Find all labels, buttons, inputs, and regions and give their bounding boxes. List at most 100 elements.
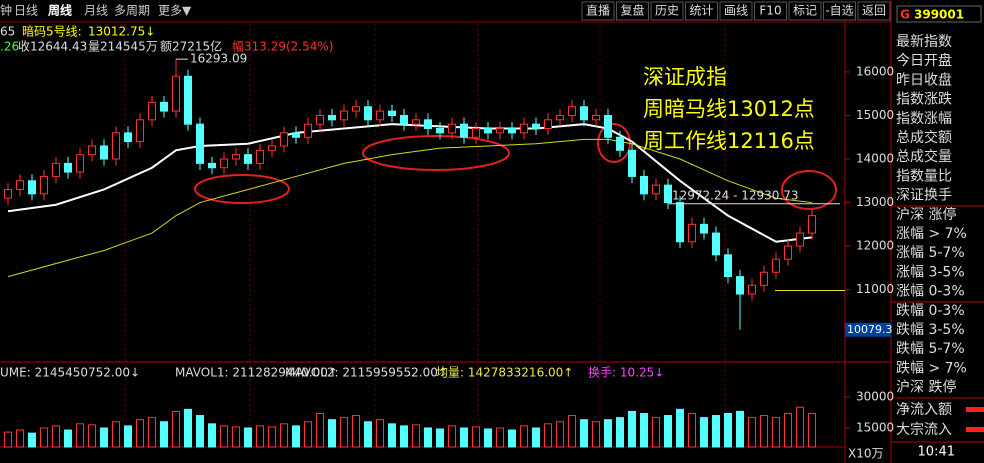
volume-bar [496,427,504,448]
period-tab[interactable]: 更多▼ [158,4,192,18]
toolbar-button[interactable]: 标记 [793,4,817,18]
indicator-value: 13012.75↓ [88,25,155,39]
candle-body [532,123,540,130]
volume-bar [628,410,636,448]
sidebar-item: 涨幅 3-5% [896,264,965,280]
sidebar-item: 指数量比 [896,168,952,184]
candle-body [244,154,252,164]
volume-bar [16,429,24,448]
sidebar-item: 涨幅 > 7% [896,226,967,242]
candle-body [28,180,36,195]
volume-bar [616,417,624,448]
toolbar-button-frame [823,1,856,21]
y-tick-label: 30000 [856,389,894,403]
sidebar-item: 跌幅 > 7% [896,360,967,376]
candle-body [604,114,612,138]
volume-bar [748,417,756,448]
volume-bar [232,426,240,448]
volume-bar [472,426,480,448]
volume-header: UME: 2145450752.00↓ [0,366,140,380]
candle-body [700,223,708,234]
unit-label: X10万 [848,447,884,461]
toolbar-button[interactable]: F10 [759,4,781,18]
candle-body [712,232,720,256]
volume-bar [760,415,768,448]
candle-body [556,114,564,121]
candle-body [448,123,456,134]
volume-bar [184,408,192,448]
callout-text: 深证成指 [643,65,727,89]
volume-bar [532,427,540,448]
y-tick-label: 11000 [856,282,894,296]
volume-bar [76,423,84,448]
candle-body [628,149,636,177]
candle-body [496,128,504,134]
candle-body [364,106,372,121]
period-tab[interactable]: 日线 [14,4,38,18]
sidebar-item: 涨幅 5-7% [896,245,965,261]
candle-body [472,128,480,138]
candle-body [4,189,12,199]
volume-bar [688,412,696,448]
y-tick-label: 15000 [856,108,894,122]
toolbar-button[interactable]: 统计 [689,4,713,18]
candle-body [16,180,24,191]
toolbar-button[interactable]: 画线 [724,4,748,18]
period-tab[interactable]: 月线 [84,4,108,18]
toolbar-button[interactable]: 复盘 [620,3,644,18]
candle-body [412,119,420,125]
period-tab[interactable]: 钟 [0,3,12,18]
candle-body [256,149,264,164]
toolbar-button-frame [650,1,684,21]
volume-bar [256,425,264,448]
candle-body [160,101,168,112]
volume-bar [100,427,108,448]
sidebar-item: 沪深 涨停 [896,206,956,223]
indicator-name: 暗码5号线: [22,24,82,39]
candle-body [724,254,732,278]
candle-body [808,215,816,234]
sidebar-item: 今日开盘 [896,52,952,69]
period-tab[interactable]: 周线 [48,3,72,18]
period-tab[interactable]: 多周期 [114,4,150,18]
moving-average [7,138,813,278]
volume-bar [652,417,660,448]
stock-code: 399001 [914,8,964,22]
volume-bar [520,425,528,448]
sidebar-item: 指数涨幅 [896,111,952,127]
candle-body [484,128,492,134]
volume-bar [292,425,300,448]
candle-body [760,271,768,286]
candle-body [316,114,324,125]
candle-body [76,154,84,173]
high-label: 16293.09 [190,52,247,66]
volume-bar [448,425,456,448]
volume-header: 换手: 10.25↓ [588,366,664,380]
candle-body [388,110,396,116]
candle-body [400,114,408,125]
toolbar-button[interactable]: 历史 [655,4,679,18]
volume-bar [340,417,348,448]
sidebar-item: 指数涨跌 [896,92,952,108]
code-box [896,5,982,23]
volume-bar [592,421,600,448]
y-tick-label: 15000 [856,420,894,434]
sidebar-item: 最新指数 [896,34,952,50]
quote-field: 量214545万 [88,40,158,54]
toolbar-button[interactable]: 直播 [586,4,610,18]
volume-bar [700,417,708,448]
volume-bar [604,419,612,448]
candle-body [580,106,588,121]
reference-label: 12972.24 - 12930.73 [672,188,798,202]
volume-bar [172,410,180,448]
sidebar-item: 昨日收盘 [896,71,952,88]
toolbar-button[interactable]: -自选 [825,4,853,18]
candle-body [784,245,792,260]
toolbar-button[interactable]: 返回 [862,4,886,18]
highlight-circles [194,123,837,210]
volume-bar [568,415,576,448]
candle-body [616,136,624,151]
volume-header: 均量: 1427833216.00↑ [436,366,573,380]
volume-bar [328,419,336,448]
volume-bar [508,429,516,448]
